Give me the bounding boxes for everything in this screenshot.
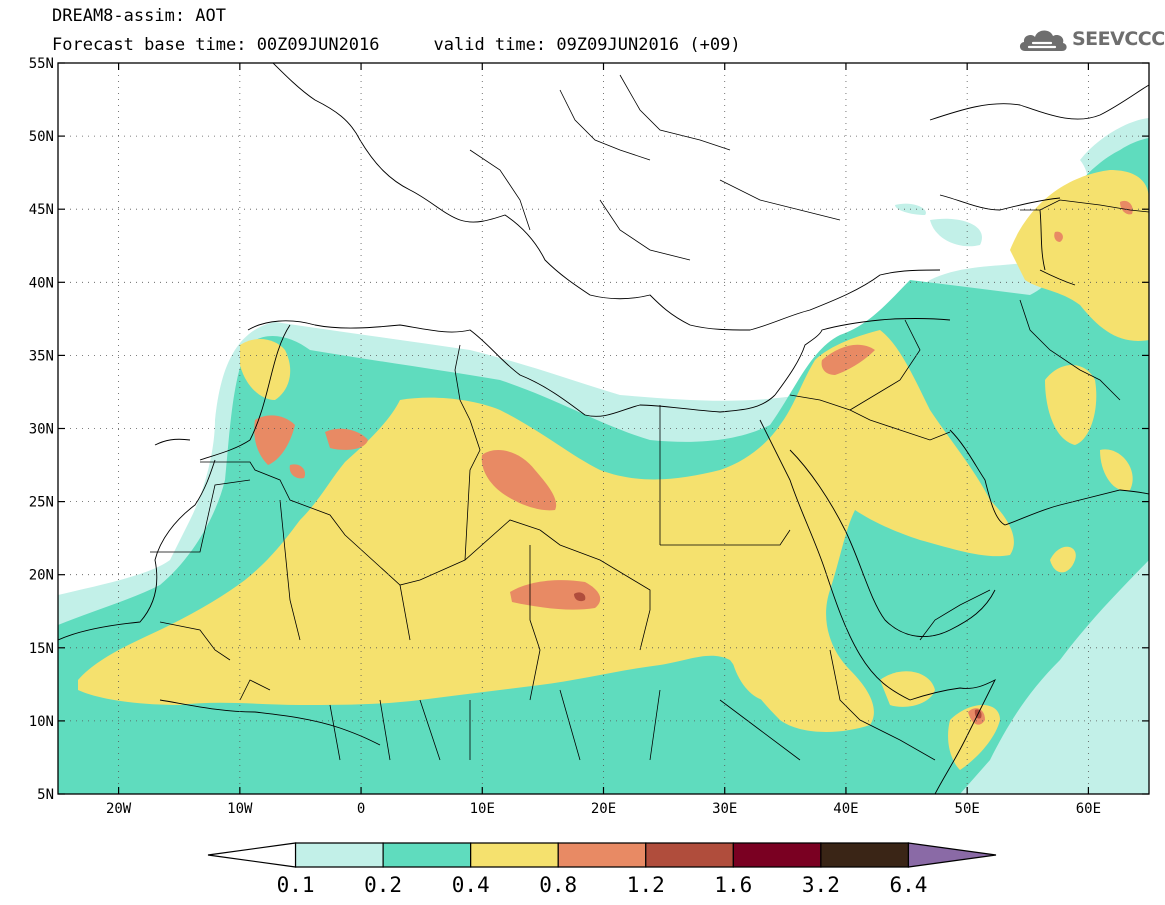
seevccc-logo: SEEVCCC xyxy=(1017,24,1165,54)
y-tick-label: 15N xyxy=(29,641,54,657)
x-tick-label: 0 xyxy=(357,801,365,817)
colorbar-swatch xyxy=(557,842,647,868)
base-time: Forecast base time: 00Z09JUN2016 xyxy=(52,35,380,55)
x-axis: 20W 10W 0 10E 20E 30E 40E 50E 60E xyxy=(106,63,1101,817)
y-tick-label: 20N xyxy=(29,568,54,584)
y-tick-label: 30N xyxy=(29,422,54,438)
colorbar-swatch xyxy=(732,842,822,868)
colorbar-label: 0.4 xyxy=(452,873,490,897)
colorbar-label: 0.8 xyxy=(539,873,577,897)
y-axis: 55N 50N 45N 40N 35N 30N 25N 20N 15N 10N 5N xyxy=(29,56,1149,803)
colorbar-label: 0.2 xyxy=(364,873,402,897)
aot-band-0.4 xyxy=(78,170,1149,770)
aot-band-0.8 xyxy=(254,200,1133,725)
valid-time: valid time: 09Z09JUN2016 (+09) xyxy=(433,35,741,55)
colorbar-label: 1.6 xyxy=(714,873,752,897)
y-tick-label: 55N xyxy=(29,56,54,72)
y-tick-label: 50N xyxy=(29,129,54,145)
colorbar-label: 1.2 xyxy=(627,873,665,897)
colorbar-swatch xyxy=(820,842,910,868)
colorbar-swatch xyxy=(907,842,997,868)
y-tick-label: 10N xyxy=(29,714,54,730)
y-tick-label: 35N xyxy=(29,348,54,364)
colorbar-swatch xyxy=(645,842,734,868)
colorbar-swatch xyxy=(382,842,472,868)
colorbar-label: 0.1 xyxy=(277,873,315,897)
x-tick-label: 20E xyxy=(591,801,616,817)
y-tick-label: 40N xyxy=(29,275,54,291)
colorbar-label: 3.2 xyxy=(802,873,840,897)
time-info: Forecast base time: 00Z09JUN2016 valid ti… xyxy=(52,35,741,55)
x-tick-label: 30E xyxy=(712,801,737,817)
colorbar-label: 6.4 xyxy=(889,873,927,897)
x-tick-label: 40E xyxy=(833,801,858,817)
coastlines xyxy=(58,63,1149,794)
x-tick-label: 10E xyxy=(470,801,495,817)
y-tick-label: 25N xyxy=(29,495,54,511)
colorbar-swatch xyxy=(207,842,297,868)
x-tick-label: 20W xyxy=(106,801,132,817)
y-tick-label: 45N xyxy=(29,202,54,218)
x-tick-label: 60E xyxy=(1076,801,1101,817)
x-tick-label: 50E xyxy=(955,801,980,817)
borders xyxy=(150,74,1149,761)
y-tick-label: 5N xyxy=(37,787,54,803)
colorbar: 0.1 0.2 0.4 0.8 1.2 1.6 3.2 6.4 xyxy=(207,842,997,897)
colorbar-swatch xyxy=(470,842,559,868)
map-title: DREAM8-assim: AOT xyxy=(52,6,226,26)
logo-text: SEEVCCC xyxy=(1072,28,1165,50)
colorbar-swatch xyxy=(294,842,384,868)
cloud-icon xyxy=(1019,30,1067,51)
x-tick-label: 10W xyxy=(227,801,253,817)
